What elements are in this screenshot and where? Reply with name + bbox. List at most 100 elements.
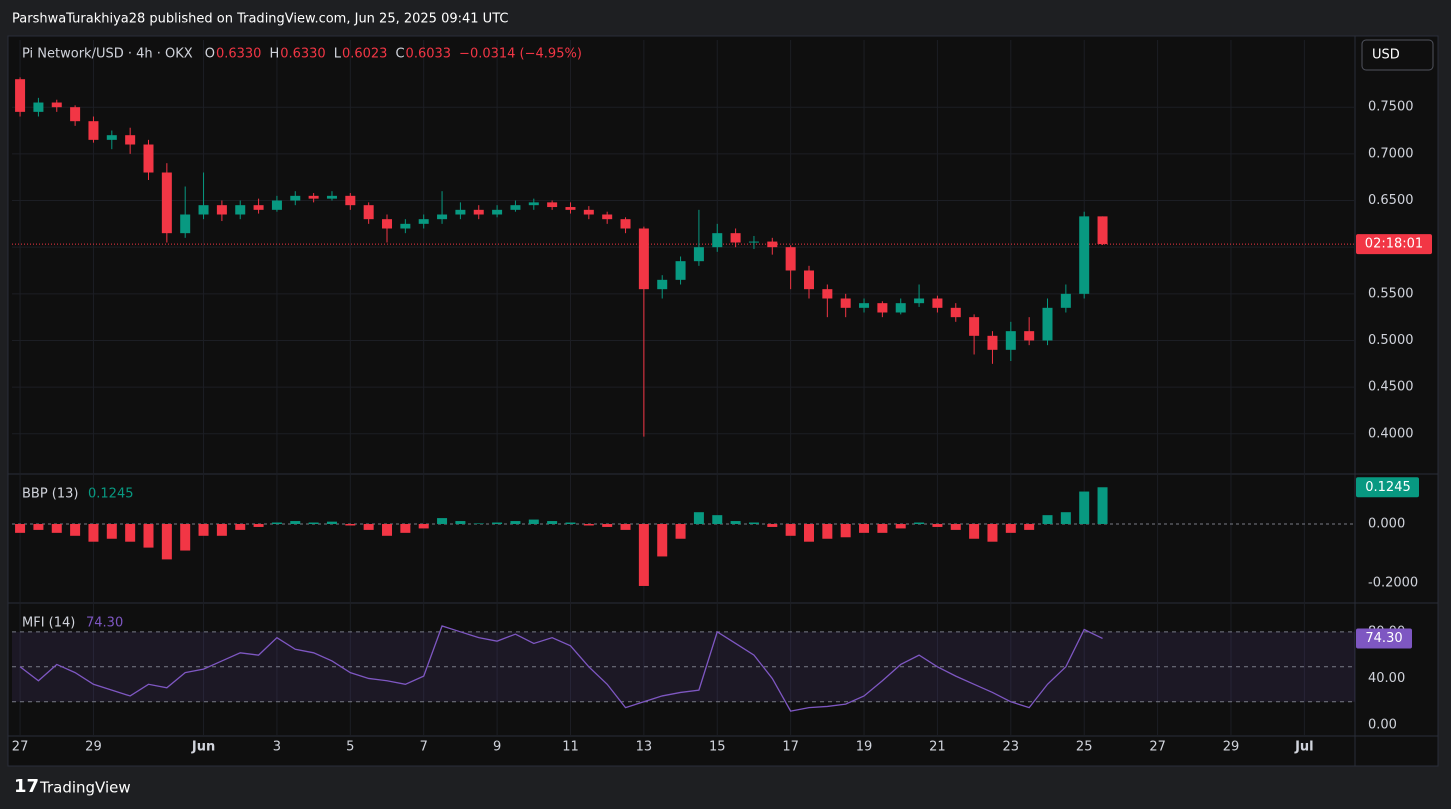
x-tick-label: 9 [493, 740, 501, 755]
histogram-bar [70, 523, 81, 536]
x-tick-label: 23 [1003, 740, 1020, 755]
histogram-bar [969, 523, 980, 539]
x-tick-label: 17 [782, 740, 799, 755]
y-tick-label: -0.2000 [1368, 576, 1418, 591]
x-tick-label: 7 [420, 740, 428, 755]
candle-body [180, 214, 191, 234]
candle-body [693, 247, 704, 262]
indicator-value: 74.30 [86, 616, 123, 631]
candle-body [363, 205, 374, 220]
histogram-bar [1079, 491, 1090, 524]
currency-label[interactable]: USD [1372, 48, 1400, 63]
histogram-bar [363, 523, 374, 530]
x-tick-label: Jul [1294, 740, 1314, 755]
legend-key: O [205, 47, 215, 62]
y-tick-label: 0.00 [1368, 718, 1397, 733]
histogram-bar [840, 523, 851, 538]
histogram-bar [51, 523, 62, 533]
histogram-bar [418, 523, 429, 529]
candle-body [492, 209, 503, 215]
candle-body [125, 135, 136, 145]
histogram-bar [235, 523, 246, 530]
x-tick-label: 29 [85, 740, 102, 755]
candle-body [602, 214, 613, 220]
candle-body [914, 298, 925, 304]
histogram-bar [216, 523, 227, 536]
candle-body [473, 209, 484, 215]
histogram-bar [1060, 512, 1071, 524]
currency-button[interactable] [1361, 39, 1434, 71]
histogram-bar [125, 523, 136, 542]
histogram-bar [859, 523, 870, 533]
legend-title: Pi Network/USD · 4h · OKX [22, 47, 193, 62]
legend-key: H [269, 47, 279, 62]
candle-body [326, 195, 337, 199]
histogram-bar [345, 523, 356, 526]
candle-body [547, 202, 558, 208]
histogram-bar [382, 523, 393, 536]
x-tick-label: Jun [191, 740, 215, 755]
histogram-bar [180, 523, 191, 551]
candle-body [106, 135, 117, 140]
candle-body [510, 205, 521, 210]
x-tick-label: 27 [1149, 740, 1166, 755]
x-tick-label: 21 [929, 740, 946, 755]
candle-body [565, 207, 576, 210]
mfi-line [19, 625, 1103, 712]
candle-body [33, 102, 44, 112]
histogram-bar [15, 523, 26, 533]
histogram-bar [657, 523, 668, 557]
histogram-bar [492, 522, 503, 524]
candle-body [143, 144, 154, 173]
candle-body [400, 223, 411, 229]
histogram-bar [33, 523, 44, 530]
candle-body [620, 219, 631, 229]
histogram-bar [290, 521, 301, 524]
y-tick-label: 0.4500 [1368, 380, 1414, 395]
candle-body [161, 172, 172, 234]
histogram-bar [803, 523, 814, 542]
histogram-bar [712, 515, 723, 524]
histogram-bar [895, 523, 906, 529]
candle-body [785, 247, 796, 271]
x-tick-label: 3 [273, 740, 281, 755]
candle-body [675, 261, 686, 280]
candle-body [51, 102, 62, 108]
histogram-bar [914, 522, 925, 524]
candle-body [1042, 307, 1053, 341]
histogram-bar [271, 522, 282, 524]
candle-body [583, 209, 594, 215]
value-badge-label: 74.30 [1365, 631, 1402, 646]
histogram-bar [198, 523, 209, 536]
candle-body [455, 209, 466, 215]
x-tick-label: 15 [709, 740, 726, 755]
histogram-bar [675, 523, 686, 539]
histogram-bar [1024, 523, 1035, 530]
candle-body [950, 307, 961, 318]
candle-body [767, 241, 778, 248]
histogram-bar [638, 523, 649, 586]
histogram-bar [767, 523, 778, 527]
histogram-bar [565, 522, 576, 524]
candle-body [1097, 216, 1108, 245]
candle-body [1079, 216, 1090, 294]
candle-body [712, 233, 723, 248]
candle-body [987, 335, 998, 350]
candle-body [730, 233, 741, 243]
candle-body [877, 303, 888, 313]
candle-body [822, 289, 833, 299]
histogram-bar [987, 523, 998, 542]
y-tick-label: 0.5500 [1368, 286, 1414, 301]
y-tick-label: 0.5000 [1368, 333, 1414, 348]
x-tick-label: 27 [12, 740, 29, 755]
histogram-bar [730, 521, 741, 524]
candle-body [859, 303, 870, 308]
candle-body [308, 195, 319, 199]
candle-body [253, 205, 264, 210]
candle-body [88, 121, 99, 140]
candle-body [437, 214, 448, 220]
candle-body [198, 205, 209, 215]
histogram-bar [473, 523, 484, 524]
x-tick-label: 11 [562, 740, 579, 755]
